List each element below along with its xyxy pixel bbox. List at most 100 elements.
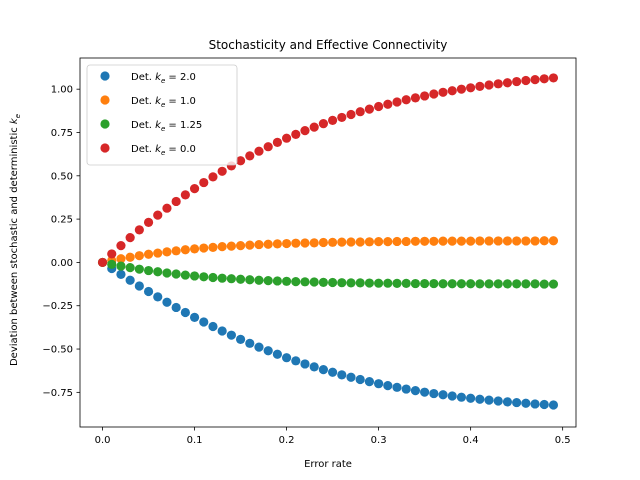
y-tick-label: 0.00	[51, 258, 73, 269]
data-point	[180, 245, 190, 255]
data-point	[484, 80, 494, 90]
data-point	[337, 278, 347, 288]
data-point	[180, 307, 190, 318]
x-tick-label: 0.2	[279, 435, 295, 446]
data-point	[401, 236, 411, 247]
data-point	[429, 236, 439, 246]
series-1	[97, 236, 559, 268]
data-point	[272, 276, 282, 286]
data-point	[512, 397, 522, 408]
y-tick-label: −0.75	[42, 388, 73, 399]
data-point	[272, 137, 282, 147]
data-point	[502, 279, 513, 289]
data-point	[420, 278, 430, 289]
legend-marker	[100, 71, 110, 81]
data-point	[447, 279, 457, 289]
data-point	[456, 279, 467, 289]
data-point	[208, 272, 218, 283]
data-point	[521, 279, 531, 289]
data-point	[484, 279, 494, 289]
data-point	[364, 278, 375, 288]
data-point	[530, 279, 540, 289]
data-point	[217, 166, 227, 176]
data-point	[254, 146, 264, 156]
data-point	[235, 156, 246, 166]
data-point	[171, 269, 181, 279]
series-2	[97, 257, 559, 289]
data-point	[475, 81, 485, 92]
data-point	[374, 101, 384, 112]
y-axis-label: Deviation between stochastic and determi…	[9, 114, 22, 366]
data-point	[235, 274, 246, 284]
data-point	[318, 277, 328, 287]
x-tick-label: 0.3	[371, 435, 387, 446]
data-point	[447, 236, 457, 246]
plot-points	[97, 73, 559, 410]
data-point	[245, 338, 255, 348]
data-point	[217, 326, 227, 336]
data-point	[143, 217, 154, 227]
data-point	[466, 279, 476, 289]
data-point	[309, 277, 319, 287]
data-point	[512, 76, 522, 87]
data-point	[548, 236, 559, 246]
data-point	[530, 399, 540, 409]
data-point	[162, 268, 172, 278]
data-point	[217, 273, 227, 283]
data-point	[245, 275, 255, 285]
data-point	[328, 237, 338, 247]
data-point	[355, 237, 365, 247]
data-point	[401, 384, 411, 394]
data-point	[337, 237, 347, 247]
data-point	[143, 286, 154, 297]
data-point	[337, 370, 347, 380]
data-point	[548, 279, 559, 289]
data-point	[318, 237, 328, 248]
data-point	[171, 196, 181, 207]
data-point	[272, 349, 282, 359]
data-point	[245, 240, 255, 250]
data-point	[502, 397, 513, 407]
data-point	[456, 392, 467, 402]
data-point	[189, 271, 200, 281]
data-point	[346, 237, 356, 247]
data-point	[162, 297, 172, 307]
data-point	[466, 236, 476, 246]
data-point	[521, 75, 531, 86]
legend: Det. ke = 2.0 Det. ke = 1.0 Det. ke = 1.25…	[86, 64, 238, 166]
data-point	[346, 278, 356, 288]
data-point	[475, 279, 485, 289]
data-point	[254, 275, 264, 285]
data-point	[143, 249, 154, 259]
data-point	[235, 241, 246, 251]
data-point	[401, 95, 411, 105]
data-point	[291, 277, 301, 287]
chart-title: Stochasticity and Effective Connectivity	[209, 38, 448, 52]
data-point	[438, 390, 448, 400]
data-point	[429, 89, 439, 99]
data-point	[134, 281, 144, 291]
data-point	[116, 254, 126, 264]
data-point	[512, 279, 522, 289]
data-point	[383, 278, 393, 288]
data-point	[171, 246, 181, 256]
data-point	[300, 238, 310, 248]
data-point	[116, 241, 126, 251]
data-point	[530, 236, 540, 246]
data-point	[383, 381, 393, 391]
data-point	[392, 278, 402, 288]
data-point	[548, 73, 559, 83]
x-tick-label: 0.5	[555, 435, 571, 446]
data-point	[346, 372, 356, 382]
x-tick-label: 0.1	[187, 435, 203, 446]
data-point	[410, 278, 421, 289]
data-point	[291, 356, 301, 366]
data-point	[355, 107, 365, 117]
data-point	[318, 365, 328, 375]
data-point	[539, 236, 549, 246]
data-point	[309, 362, 319, 372]
data-point	[116, 261, 126, 271]
data-point	[438, 236, 448, 246]
legend-marker	[100, 143, 110, 153]
data-point	[226, 330, 236, 340]
